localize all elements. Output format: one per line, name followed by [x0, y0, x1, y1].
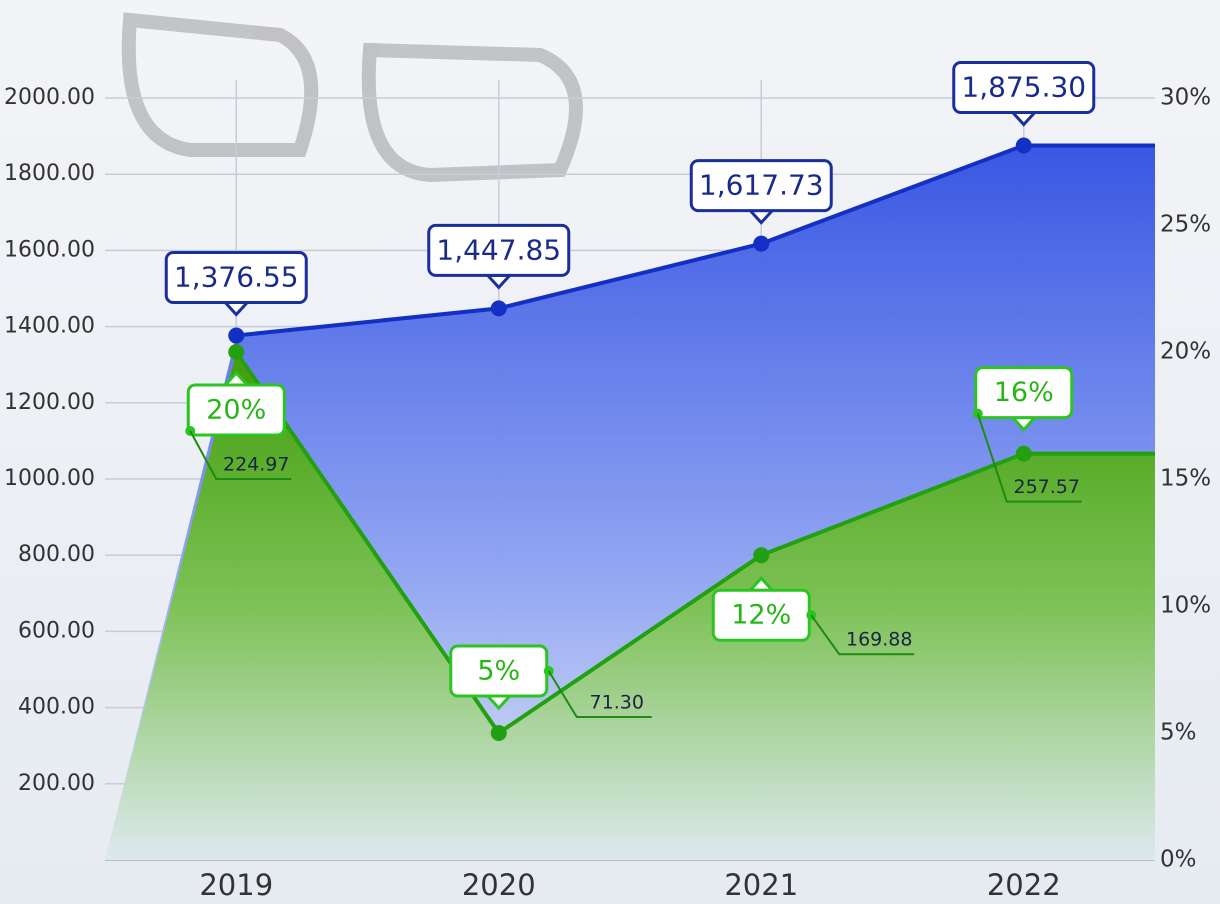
value-label: 1,875.30: [961, 71, 1086, 104]
label-box-fill: [430, 227, 567, 274]
y2-tick-label: 15%: [1160, 466, 1211, 492]
y-tick-label: 200.00: [18, 771, 95, 796]
value-label: 16%: [994, 377, 1054, 408]
point: [1015, 137, 1032, 154]
y2-tick-label: 30%: [1160, 85, 1211, 111]
value-label: 1,376.55: [174, 261, 299, 294]
y-tick-label: 1000.00: [4, 466, 95, 491]
value-label: 5%: [477, 656, 520, 687]
callout-line: [189, 430, 292, 480]
label-box-fill: [168, 254, 305, 301]
callout-line: [976, 413, 1082, 503]
value-label: 12%: [731, 600, 791, 631]
callout-label: 169.88: [846, 629, 912, 651]
point: [228, 344, 245, 360]
point: [228, 327, 245, 344]
label-box-fill: [977, 369, 1070, 416]
point: [753, 235, 770, 252]
label-box-fill: [693, 162, 830, 209]
point: [490, 300, 507, 317]
callout-label: 257.57: [1014, 476, 1080, 498]
x-tick-label: 2022: [987, 868, 1061, 902]
label-box-fill: [715, 592, 808, 639]
callout-line: [547, 670, 652, 718]
x-tick-label: 2021: [724, 868, 798, 902]
y-tick-label: 1400.00: [4, 314, 95, 339]
decoration: [121, 12, 583, 183]
y2-tick-label: 20%: [1160, 339, 1211, 365]
y2-tick-label: 0%: [1160, 847, 1197, 873]
x-tick-label: 2020: [462, 868, 536, 902]
callout-label: 71.30: [590, 692, 644, 714]
x-tick-label: 2019: [199, 868, 273, 902]
value-label: 20%: [206, 395, 266, 426]
y2-tick-label: 25%: [1160, 212, 1211, 238]
point: [753, 547, 770, 564]
y-tick-label: 800.00: [18, 542, 95, 567]
y-tick-label: 400.00: [18, 695, 95, 720]
callout-label: 224.97: [223, 454, 289, 476]
y2-tick-label: 10%: [1160, 593, 1211, 619]
point: [490, 725, 507, 741]
label-box-fill: [190, 387, 283, 433]
callout-line: [810, 614, 915, 656]
label-box-fill: [452, 648, 545, 694]
y-tick-label: 1600.00: [4, 237, 95, 262]
y-tick-label: 1800.00: [4, 161, 95, 186]
value-label: 1,617.73: [699, 169, 824, 202]
area: [105, 352, 1155, 860]
y-tick-label: 1200.00: [4, 390, 95, 415]
y2-tick-label: 5%: [1160, 720, 1197, 746]
value-label: 1,447.85: [436, 233, 561, 266]
y-tick-label: 2000.00: [4, 85, 95, 110]
point: [1015, 445, 1032, 462]
label-box-fill: [955, 64, 1092, 111]
y-tick-label: 600.00: [18, 618, 95, 643]
